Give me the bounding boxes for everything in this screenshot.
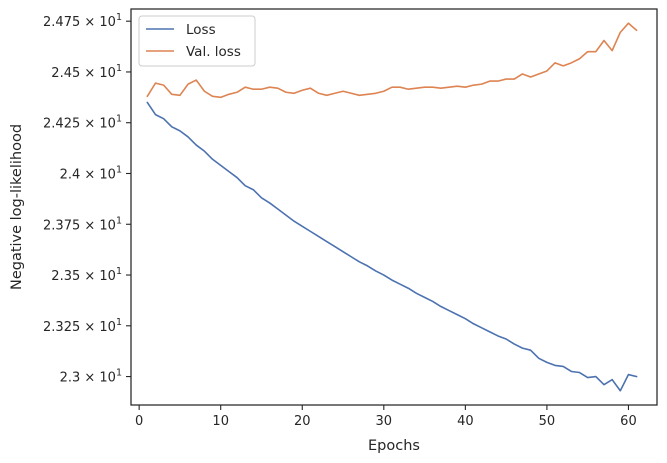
x-axis-title: Epochs	[368, 438, 420, 454]
y-tick-label: 2.35 × 101	[51, 266, 122, 284]
legend-label-val-loss: Val. loss	[186, 44, 241, 60]
y-tick-label: 2.375 × 101	[43, 215, 122, 233]
y-tick-label: 2.4 × 101	[60, 164, 122, 182]
x-tick-label: 30	[376, 414, 393, 429]
series-points-loss	[147, 102, 637, 391]
series-points-val-loss	[147, 23, 637, 98]
y-tick-label: 2.475 × 101	[43, 12, 122, 30]
y-tick-label: 2.3 × 101	[60, 368, 122, 386]
legend-label-loss: Loss	[186, 22, 216, 38]
x-tick-label: 60	[620, 414, 637, 429]
x-tick-label: 20	[294, 414, 311, 429]
series-line-loss	[146, 101, 638, 392]
plot-frame	[130, 8, 658, 406]
x-tick-label: 50	[539, 414, 556, 429]
ticks-layer: 0 10 20 30 40 50 60 2.3 × 101 2.325 × 101 2.35 × …	[43, 12, 637, 429]
x-tick-label: 0	[135, 414, 143, 429]
x-tick-label: 40	[457, 414, 474, 429]
legend: Loss Val. loss	[138, 15, 256, 67]
y-tick-label: 2.325 × 101	[43, 317, 122, 335]
y-tick-label: 2.425 × 101	[43, 114, 122, 132]
y-tick-label: 2.45 × 101	[51, 63, 122, 81]
y-axis-title: Negative log-likelihood	[9, 124, 25, 290]
series-layer	[146, 22, 638, 392]
x-tick-label: 10	[212, 414, 229, 429]
